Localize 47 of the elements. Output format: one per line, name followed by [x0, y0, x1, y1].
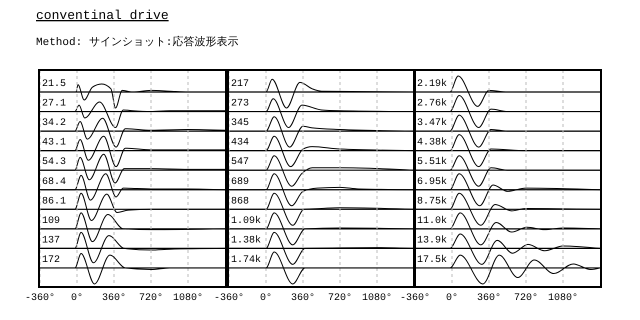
x-tick-label: 360° — [290, 293, 316, 304]
x-tick-label: -360° — [214, 293, 244, 304]
chart-title: 172 — [42, 254, 60, 266]
chart-title: 434 — [231, 138, 250, 149]
chart-title: 86.1 — [42, 196, 66, 208]
chart-title: 11.0k — [417, 214, 448, 227]
chart-title: 217 — [231, 79, 250, 90]
chart-title: 2.76k — [417, 98, 448, 110]
chart-title: 273 — [231, 98, 250, 110]
x-tick-label: -360° — [400, 293, 430, 304]
chart-title: 6.95k — [417, 176, 448, 188]
chart-title: 345 — [231, 118, 250, 130]
chart-title: 689 — [231, 176, 250, 188]
x-tick-label: 360° — [102, 293, 126, 304]
chart-title: 21.5 — [42, 79, 66, 90]
chart-title: 1.38k — [231, 234, 262, 246]
x-tick-label: 360° — [476, 293, 502, 304]
x-tick-label: 1080° — [548, 293, 578, 304]
chart-title: 547 — [231, 157, 250, 168]
chart-title: 3.47k — [417, 117, 448, 130]
chart-title: 2.19k — [417, 78, 448, 90]
x-tick-label: -360° — [24, 293, 56, 304]
chart-title: 17.5k — [417, 254, 448, 266]
x-tick-label: 720° — [138, 293, 164, 304]
chart-title: 868 — [231, 196, 250, 208]
x-tick-label: 720° — [514, 293, 538, 304]
chart-title: 54.3 — [42, 157, 66, 168]
chart-title: 5.51k — [417, 156, 448, 168]
text: Method: サインショット:応答波形表示 — [36, 35, 238, 49]
x-tick-label: 1080° — [362, 293, 392, 304]
x-tick-label: 0° — [446, 293, 458, 304]
chart-title: 34.2 — [42, 118, 66, 130]
x-tick-label: 720° — [328, 293, 352, 304]
x-tick-label: 0° — [260, 293, 272, 304]
x-tick-label: 1080° — [172, 293, 204, 304]
chart-title: 4.38k — [417, 136, 448, 149]
chart-title: 137 — [42, 235, 60, 246]
x-tick-label: 0° — [70, 293, 84, 304]
chart-title: 109 — [42, 216, 60, 227]
chart-title: 43.1 — [42, 138, 66, 149]
chart-title: 8.75k — [417, 195, 448, 208]
chart-title: 68.4 — [42, 176, 66, 188]
chart-title: 13.9k — [417, 234, 448, 246]
chart-title: 1.09k — [231, 214, 262, 227]
chart-title: 1.74k — [231, 254, 262, 266]
text: conventinal drive — [36, 8, 169, 23]
chart-title: 27.1 — [42, 98, 66, 110]
